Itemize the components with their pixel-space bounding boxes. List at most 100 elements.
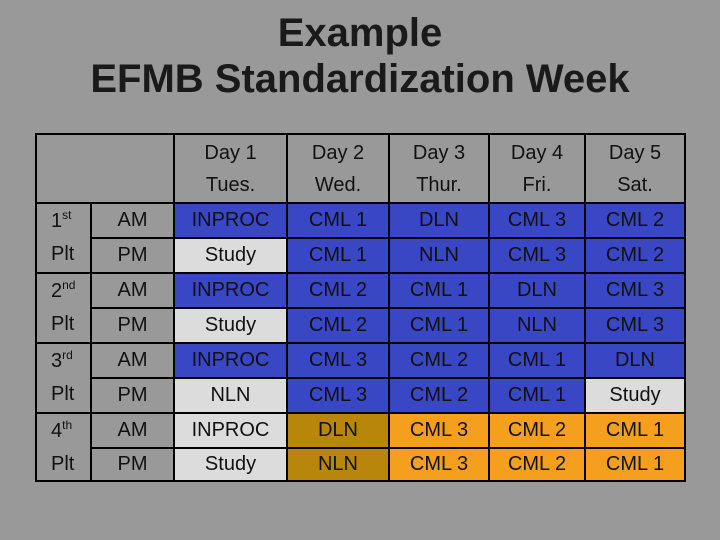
schedule-cell: Study: [175, 449, 288, 482]
platoon-number: 3rd: [37, 348, 90, 373]
schedule-cell: DLN: [390, 204, 490, 239]
period-text: AM: [117, 279, 148, 301]
schedule-cell: CML 2: [288, 309, 390, 344]
event-text: CML 3: [409, 419, 469, 441]
event-text: INPROC: [191, 419, 270, 441]
day-name: Fri.: [522, 173, 552, 196]
plt-label: Plt: [51, 453, 75, 475]
event-text: CML 3: [308, 349, 368, 371]
platoon-label: 1st Plt: [37, 204, 92, 274]
plt-label: Plt: [51, 383, 75, 405]
period-text: AM: [117, 349, 148, 371]
period-label: AM: [92, 414, 175, 449]
schedule-cell: CML 3: [288, 379, 390, 414]
schedule-cell: CML 1: [490, 379, 586, 414]
page-title: Example EFMB Standardization Week: [0, 10, 720, 102]
schedule-cell: DLN: [586, 344, 686, 379]
event-text: INPROC: [191, 279, 270, 301]
schedule-cell: CML 2: [288, 274, 390, 309]
platoon-ordinal: 4: [51, 420, 63, 442]
schedule-cell: CML 3: [390, 449, 490, 482]
platoon-plt: Plt: [37, 383, 90, 406]
event-text: CML 1: [308, 244, 368, 266]
day-number: Day 1: [204, 141, 257, 164]
event-text: CML 1: [507, 384, 567, 406]
event-text: CML 3: [605, 279, 665, 301]
day-number: Day 4: [510, 141, 564, 164]
day-name: Sat.: [617, 173, 653, 196]
event-text: Study: [204, 453, 257, 475]
schedule-cell: CML 1: [586, 414, 686, 449]
plt-label: Plt: [51, 243, 75, 265]
schedule-cell: NLN: [288, 449, 390, 482]
event-text: CML 3: [507, 244, 567, 266]
period-label: AM: [92, 204, 175, 239]
event-text: NLN: [317, 453, 358, 475]
schedule-table: Day 1 Tues. Day 2 Wed. Day 3 Thur. Day 4 Fri. Da…: [35, 133, 686, 482]
platoon-label: 4th Plt: [37, 414, 92, 482]
event-text: DLN: [317, 419, 358, 441]
event-text: CML 2: [409, 349, 469, 371]
event-text: DLN: [516, 279, 557, 301]
event-text: CML 3: [507, 209, 567, 231]
day-number: Day 5: [608, 141, 662, 164]
schedule-cell: DLN: [490, 274, 586, 309]
event-text: CML 3: [409, 453, 469, 475]
schedule-cell: CML 2: [586, 239, 686, 274]
event-text: CML 1: [409, 314, 469, 336]
period-text: AM: [117, 419, 148, 441]
schedule-cell: CML 2: [390, 379, 490, 414]
title-line-2: EFMB Standardization Week: [90, 57, 630, 101]
schedule-cell: Study: [586, 379, 686, 414]
header-corner: [37, 135, 175, 204]
day-name: Thur.: [416, 173, 462, 196]
event-text: CML 1: [308, 209, 368, 231]
day-name: Wed.: [314, 173, 362, 196]
schedule-cell: CML 1: [288, 204, 390, 239]
event-text: CML 2: [605, 244, 665, 266]
event-text: DLN: [418, 209, 459, 231]
schedule-cell: CML 2: [586, 204, 686, 239]
period-text: PM: [117, 244, 148, 266]
period-text: PM: [117, 384, 148, 406]
title-line-1: Example: [277, 11, 443, 55]
schedule-cell: Study: [175, 309, 288, 344]
platoon-plt: Plt: [37, 453, 90, 476]
platoon-label: 2nd Plt: [37, 274, 92, 344]
schedule-cell: NLN: [390, 239, 490, 274]
platoon-plt: Plt: [37, 243, 90, 266]
event-text: CML 2: [507, 419, 567, 441]
event-text: CML 3: [308, 384, 368, 406]
schedule-cell: NLN: [490, 309, 586, 344]
event-text: CML 2: [308, 314, 368, 336]
ordinal-suffix: st: [62, 208, 72, 222]
day-number: Day 3: [412, 141, 466, 164]
schedule-cell: CML 2: [390, 344, 490, 379]
day-number: Day 2: [311, 141, 365, 164]
platoon-number: 1st: [37, 208, 90, 233]
event-text: NLN: [210, 384, 251, 406]
schedule-cell: INPROC: [175, 204, 288, 239]
event-text: CML 1: [605, 419, 665, 441]
platoon-ordinal: 1: [51, 210, 63, 232]
period-text: PM: [117, 314, 148, 336]
event-text: NLN: [516, 314, 557, 336]
schedule-cell: CML 1: [390, 274, 490, 309]
event-text: INPROC: [191, 209, 270, 231]
event-text: CML 2: [308, 279, 368, 301]
schedule-cell: CML 1: [288, 239, 390, 274]
event-text: CML 1: [507, 349, 567, 371]
event-text: CML 3: [605, 314, 665, 336]
event-text: CML 1: [409, 279, 469, 301]
platoon-ordinal: 2: [51, 280, 63, 302]
schedule-cell: CML 1: [490, 344, 586, 379]
ordinal-suffix: th: [62, 418, 73, 432]
platoon-number: 4th: [37, 418, 90, 443]
schedule-cell: INPROC: [175, 274, 288, 309]
schedule-cell: CML 3: [288, 344, 390, 379]
platoon-ordinal: 3: [51, 350, 63, 372]
day-header: Day 5 Sat.: [586, 135, 686, 204]
period-label: AM: [92, 344, 175, 379]
plt-label: Plt: [51, 313, 75, 335]
schedule-cell: CML 3: [390, 414, 490, 449]
